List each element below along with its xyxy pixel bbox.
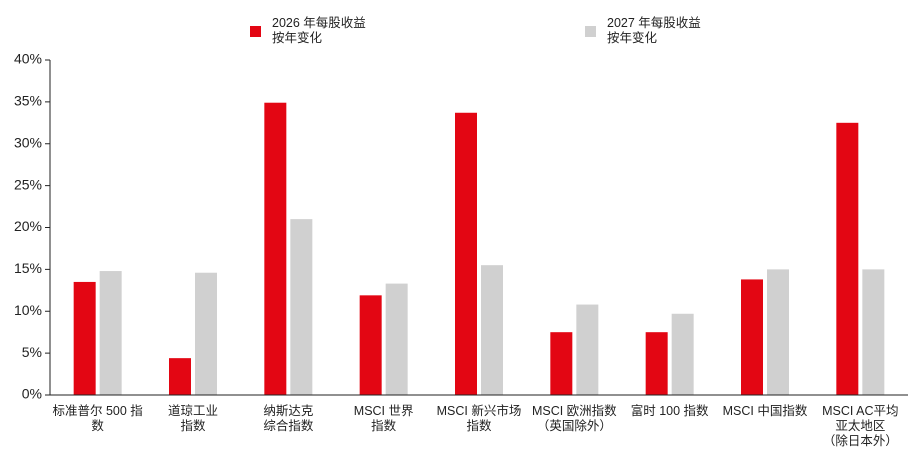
y-tick-label: 25% <box>14 176 42 192</box>
x-tick-label: MSCI 世界 指数 <box>353 404 414 433</box>
bar <box>385 283 408 395</box>
x-tick-label: 道琼工业 指数 <box>167 404 218 433</box>
bar <box>99 271 122 395</box>
bar <box>576 304 599 395</box>
bar <box>169 358 191 395</box>
legend-swatch <box>585 26 596 37</box>
y-tick-label: 10% <box>14 302 42 318</box>
bar <box>836 122 859 395</box>
y-tick-label: 0% <box>22 386 42 402</box>
x-tick-label: 纳斯达克 综合指数 <box>263 404 314 433</box>
bar <box>741 279 763 395</box>
bar <box>645 332 668 395</box>
x-tick-label: 富时 100 指数 <box>630 404 709 418</box>
y-tick-label: 15% <box>14 260 42 276</box>
bar <box>767 269 789 395</box>
x-tick-label: MSCI 新兴市场 指数 <box>436 404 522 433</box>
legend-label: 2026 年每股收益 按年变化 <box>272 16 366 45</box>
bar <box>73 281 96 395</box>
bar <box>455 112 477 395</box>
x-tick-label: 标准普尔 500 指数 <box>52 404 143 433</box>
y-tick-label: 35% <box>14 93 42 109</box>
x-tick-label: MSCI 中国指数 <box>722 404 808 418</box>
bar <box>481 265 503 395</box>
bar <box>550 332 573 395</box>
legend-label: 2027 年每股收益 按年变化 <box>607 16 701 45</box>
bar <box>862 269 885 395</box>
bar <box>195 272 217 395</box>
x-tick-label: MSCI 欧洲指数 （英国除外） <box>531 404 617 433</box>
y-tick-label: 40% <box>14 51 42 67</box>
y-tick-label: 20% <box>14 218 42 234</box>
bar <box>290 219 313 395</box>
legend-swatch <box>250 26 261 37</box>
y-tick-label: 5% <box>22 344 42 360</box>
bar <box>671 313 694 395</box>
x-tick-label: MSCI AC平均 亚太地区 （除日本外） <box>822 404 899 448</box>
bar <box>359 295 382 395</box>
y-tick-label: 30% <box>14 134 42 150</box>
bar <box>264 102 287 396</box>
